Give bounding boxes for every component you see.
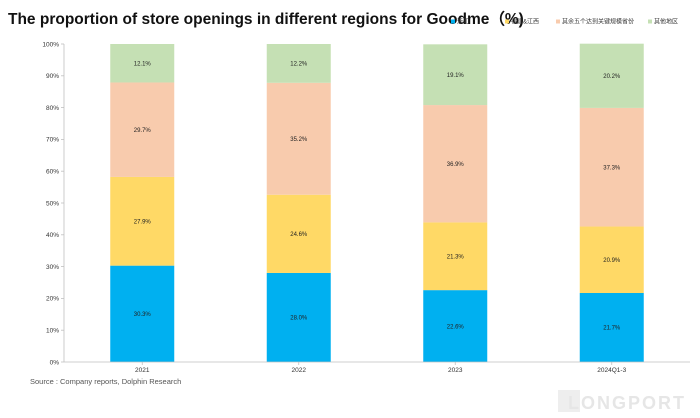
y-tick-label: 80%	[46, 105, 59, 112]
watermark-logo	[558, 390, 580, 412]
x-tick-label: 2023	[448, 367, 463, 374]
legend-label: 其他地区	[654, 18, 678, 26]
data-label: 20.2%	[603, 74, 621, 80]
y-axis: 0% 10% 20% 30% 40% 50% 60% 70% 80% 90% 100%	[42, 41, 65, 366]
legend-label: 其余五个达到关键规模省份	[562, 18, 634, 26]
y-tick-label: 20%	[46, 296, 59, 303]
data-label: 28.0%	[290, 316, 308, 322]
bar-segment	[579, 292, 644, 362]
bar-segment	[110, 44, 175, 83]
x-tick-label: 2024Q1-3	[597, 367, 626, 374]
bars: 30.3% 27.9% 29.7% 12.1% 28.0% 24.6% 35.2% 12.2%…	[110, 43, 644, 362]
data-label: 24.6%	[290, 232, 308, 238]
y-tick-label: 0%	[50, 359, 60, 366]
y-tick-label: 70%	[46, 137, 59, 144]
watermark: LONGPORT	[568, 393, 686, 413]
y-tick-label: 40%	[46, 232, 59, 239]
data-label: 30.3%	[134, 312, 152, 318]
bar-segment	[266, 272, 331, 362]
x-axis: 2021 2022 2023 2024Q1-3	[64, 361, 690, 374]
y-tick-label: 60%	[46, 169, 59, 176]
data-label: 12.2%	[290, 62, 308, 68]
bar-segment	[423, 105, 488, 223]
y-tick-label: 100%	[42, 41, 59, 48]
x-tick-label: 2022	[292, 367, 307, 374]
data-label: 29.7%	[134, 128, 152, 134]
bar-segment	[579, 43, 644, 108]
source-note: Source : Company reports, Dolphin Resear…	[30, 377, 182, 386]
bar-segment	[266, 82, 331, 195]
legend: 浙江 福建&江西 其余五个达到关键规模省份 其他地区	[451, 18, 678, 26]
y-tick-label: 30%	[46, 264, 59, 271]
y-tick-label: 50%	[46, 200, 59, 207]
bar-segment	[110, 82, 175, 177]
data-label: 21.3%	[447, 254, 465, 260]
bar-segment	[266, 194, 331, 273]
data-label: 22.6%	[447, 324, 465, 330]
bar-segment	[423, 222, 488, 291]
legend-swatch	[556, 19, 560, 24]
y-tick-label: 90%	[46, 73, 59, 80]
data-label: 36.9%	[447, 162, 465, 168]
bar-segment	[110, 176, 175, 266]
x-tick-label: 2021	[135, 367, 150, 374]
legend-label: 福建&江西	[511, 18, 539, 26]
bar-segment	[423, 290, 488, 362]
bar-segment	[423, 44, 488, 106]
data-label: 20.9%	[603, 258, 621, 264]
data-label: 35.2%	[290, 137, 308, 143]
bar-segment	[579, 226, 644, 293]
legend-swatch	[648, 19, 652, 24]
legend-label: 浙江	[457, 18, 469, 26]
data-label: 37.3%	[603, 165, 621, 171]
bar-segment	[110, 265, 175, 362]
bar-segment	[579, 107, 644, 227]
legend-swatch	[505, 19, 509, 24]
chart-title: The proportion of store openings in diff…	[8, 11, 524, 28]
data-label: 27.9%	[134, 219, 152, 225]
legend-swatch	[451, 19, 455, 24]
y-tick-label: 10%	[46, 328, 59, 335]
data-label: 19.1%	[447, 73, 465, 79]
data-label: 12.1%	[134, 61, 152, 67]
data-label: 21.7%	[603, 326, 621, 332]
bar-segment	[266, 44, 331, 83]
